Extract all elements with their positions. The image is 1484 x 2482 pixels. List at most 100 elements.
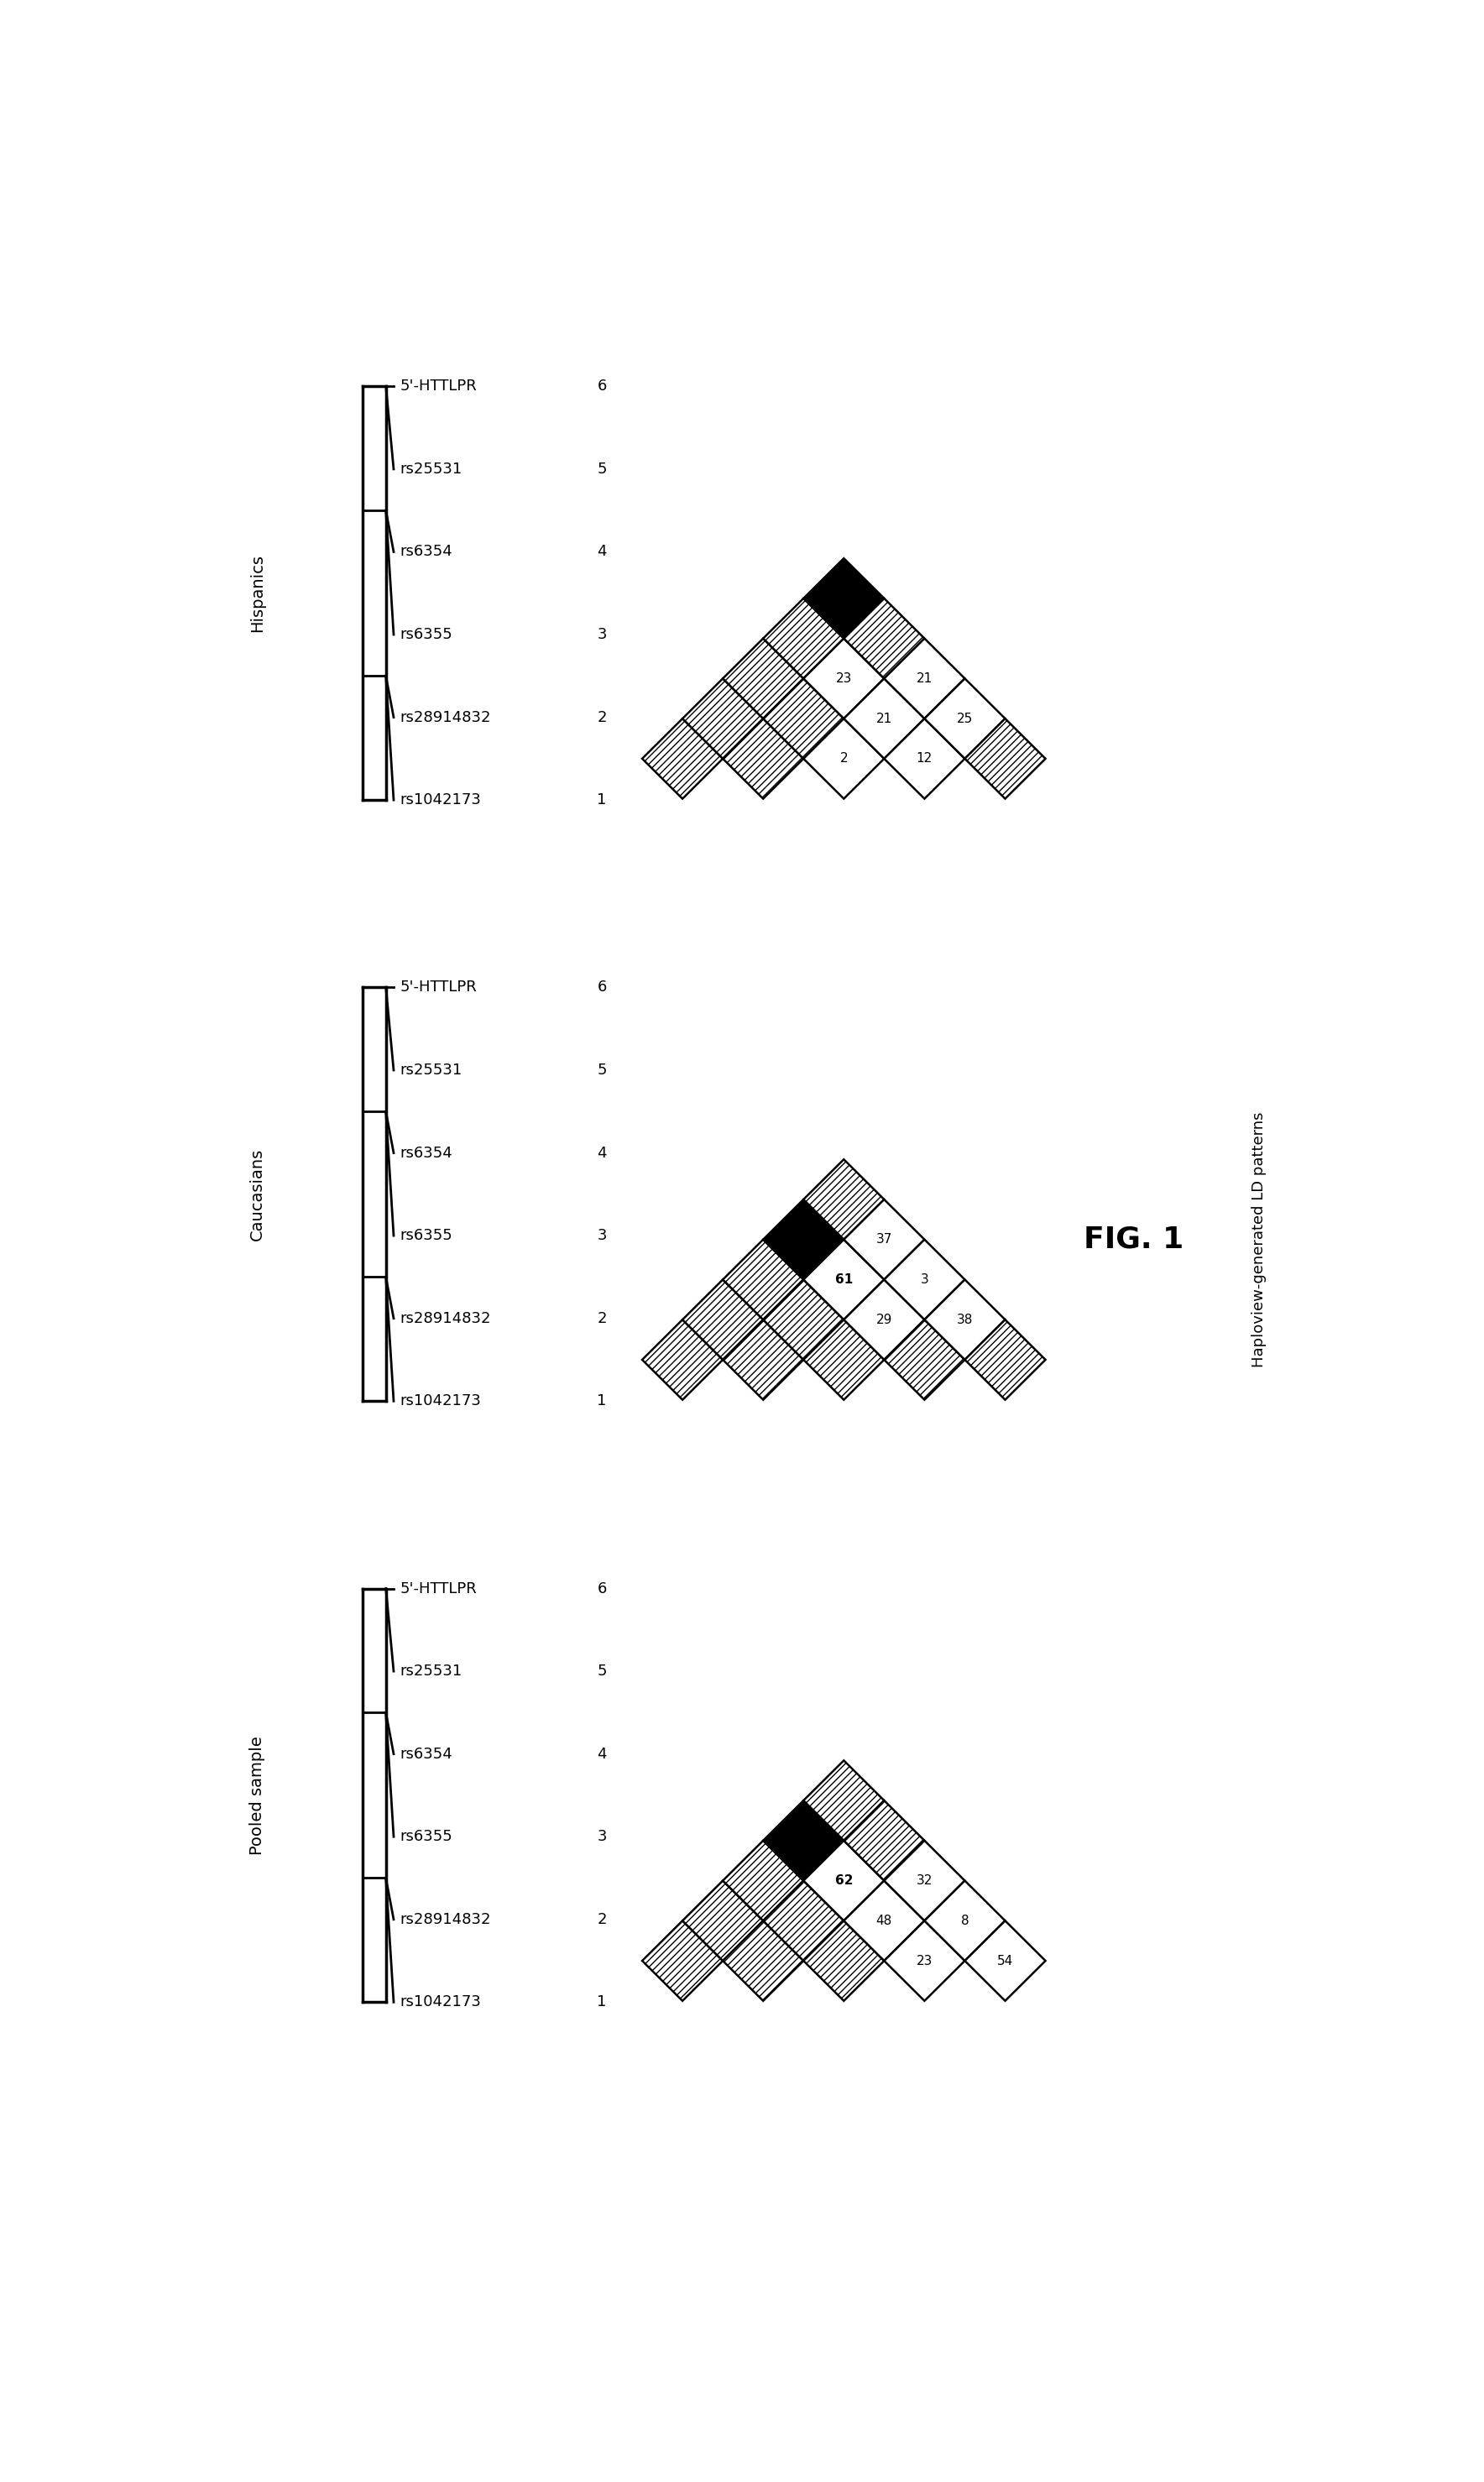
Polygon shape	[884, 720, 965, 799]
Text: 3: 3	[597, 1829, 607, 1844]
Text: 4: 4	[597, 544, 607, 558]
Text: 5'-HTTLPR: 5'-HTTLPR	[401, 980, 478, 995]
Polygon shape	[643, 1921, 723, 2000]
Text: 12: 12	[917, 752, 932, 764]
Text: Hispanics: Hispanics	[249, 553, 266, 633]
Text: 32: 32	[916, 1874, 932, 1886]
Text: 54: 54	[997, 1953, 1014, 1968]
Text: 4: 4	[597, 1747, 607, 1762]
Polygon shape	[763, 598, 844, 678]
Text: Caucasians: Caucasians	[249, 1149, 266, 1241]
Polygon shape	[844, 1281, 925, 1360]
Polygon shape	[803, 558, 884, 638]
Polygon shape	[763, 1199, 844, 1281]
Text: 38: 38	[957, 1313, 974, 1325]
Polygon shape	[803, 720, 884, 799]
Polygon shape	[925, 678, 1005, 759]
Text: rs6355: rs6355	[401, 1229, 453, 1243]
Text: 8: 8	[960, 1914, 969, 1926]
Polygon shape	[844, 678, 925, 759]
Polygon shape	[925, 1881, 1005, 1961]
Text: 5: 5	[597, 1062, 607, 1077]
Polygon shape	[803, 1320, 884, 1400]
Text: rs1042173: rs1042173	[401, 1392, 481, 1410]
Text: 2: 2	[597, 1310, 607, 1325]
Polygon shape	[965, 1921, 1045, 2000]
Text: 2: 2	[597, 710, 607, 725]
Polygon shape	[723, 720, 803, 799]
Polygon shape	[965, 1320, 1045, 1400]
Polygon shape	[844, 1881, 925, 1961]
Polygon shape	[803, 1921, 884, 2000]
Text: 23: 23	[835, 673, 852, 685]
Polygon shape	[683, 1281, 763, 1360]
Text: 23: 23	[916, 1953, 932, 1968]
Text: rs6354: rs6354	[401, 1747, 453, 1762]
Polygon shape	[683, 1881, 763, 1961]
Polygon shape	[643, 720, 723, 799]
Text: rs6354: rs6354	[401, 544, 453, 558]
Polygon shape	[884, 1842, 965, 1921]
Polygon shape	[723, 1239, 803, 1320]
Polygon shape	[965, 720, 1045, 799]
Text: 37: 37	[876, 1234, 892, 1246]
Text: 6: 6	[597, 380, 607, 395]
Text: 21: 21	[876, 712, 892, 725]
Text: rs28914832: rs28914832	[401, 1310, 491, 1325]
Text: 2: 2	[840, 752, 847, 764]
Polygon shape	[803, 1159, 884, 1239]
Polygon shape	[844, 1199, 925, 1281]
Text: Pooled sample: Pooled sample	[249, 1735, 266, 1854]
Text: 6: 6	[597, 1581, 607, 1596]
Text: 3: 3	[597, 1229, 607, 1243]
Text: 3: 3	[597, 628, 607, 643]
Text: 5'-HTTLPR: 5'-HTTLPR	[401, 1581, 478, 1596]
Text: Haploview-generated LD patterns: Haploview-generated LD patterns	[1251, 1112, 1266, 1368]
Text: rs6355: rs6355	[401, 628, 453, 643]
Polygon shape	[723, 1842, 803, 1921]
Text: 1: 1	[597, 792, 607, 807]
Polygon shape	[803, 1239, 884, 1320]
Text: 6: 6	[597, 980, 607, 995]
Polygon shape	[884, 1921, 965, 2000]
Text: 48: 48	[876, 1914, 892, 1926]
Polygon shape	[683, 678, 763, 759]
Text: rs25531: rs25531	[401, 1062, 463, 1077]
Text: rs25531: rs25531	[401, 462, 463, 477]
Text: 29: 29	[876, 1313, 892, 1325]
Text: 62: 62	[835, 1874, 853, 1886]
Text: FIG. 1: FIG. 1	[1083, 1226, 1183, 1253]
Text: 3: 3	[920, 1273, 929, 1286]
Text: 5: 5	[597, 1663, 607, 1678]
Polygon shape	[763, 1881, 844, 1961]
Polygon shape	[723, 1921, 803, 2000]
Text: 4: 4	[597, 1144, 607, 1162]
Text: rs28914832: rs28914832	[401, 1911, 491, 1926]
Text: rs6355: rs6355	[401, 1829, 453, 1844]
Polygon shape	[723, 638, 803, 720]
Polygon shape	[643, 1320, 723, 1400]
Text: 1: 1	[597, 1392, 607, 1410]
Text: 5'-HTTLPR: 5'-HTTLPR	[401, 380, 478, 395]
Text: 5: 5	[597, 462, 607, 477]
Text: rs28914832: rs28914832	[401, 710, 491, 725]
Polygon shape	[803, 1760, 884, 1842]
Polygon shape	[763, 678, 844, 759]
Polygon shape	[803, 1842, 884, 1921]
Polygon shape	[884, 638, 965, 720]
Polygon shape	[763, 1799, 844, 1881]
Polygon shape	[803, 638, 884, 720]
Polygon shape	[844, 1799, 925, 1881]
Text: 21: 21	[917, 673, 932, 685]
Polygon shape	[844, 598, 925, 678]
Text: rs25531: rs25531	[401, 1663, 463, 1678]
Text: 2: 2	[597, 1911, 607, 1926]
Text: 25: 25	[957, 712, 974, 725]
Text: rs1042173: rs1042173	[401, 1996, 481, 2010]
Text: 1: 1	[597, 1996, 607, 2010]
Text: 61: 61	[835, 1273, 853, 1286]
Polygon shape	[723, 1320, 803, 1400]
Polygon shape	[763, 1281, 844, 1360]
Polygon shape	[884, 1239, 965, 1320]
Text: rs6354: rs6354	[401, 1144, 453, 1162]
